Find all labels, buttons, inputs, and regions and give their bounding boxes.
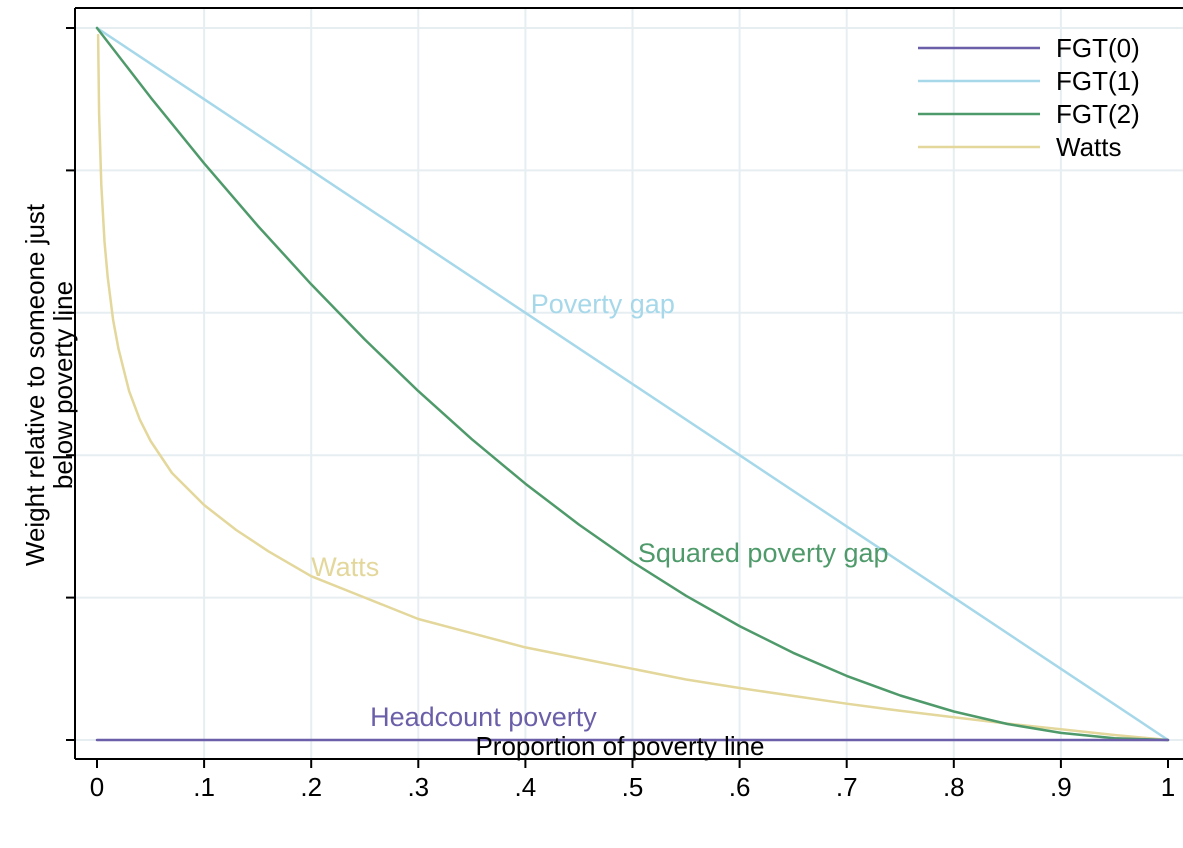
legend-label: FGT(2) — [1056, 99, 1140, 129]
annotation-poverty-gap: Poverty gap — [531, 289, 675, 319]
y-axis-title-line-2: below poverty line — [48, 281, 78, 489]
tick-labels: 0 .1 .2 .3 .4 .5 .6 .7 .8 .9 1 — [90, 772, 1175, 802]
series-line-fgt-2 — [95, 26, 1170, 742]
series-line-watts — [96, 33, 1170, 742]
grid-lines — [75, 8, 1183, 759]
x-tick-label: 1 — [1161, 772, 1175, 802]
legend-label: Watts — [1056, 132, 1121, 162]
x-tick-label: .9 — [1050, 772, 1072, 802]
legend-label: FGT(0) — [1056, 33, 1140, 63]
x-tick-label: .3 — [407, 772, 429, 802]
annotation-headcount-poverty: Headcount poverty — [370, 702, 597, 732]
y-axis-title: Weight relative to someone just below po… — [20, 203, 78, 566]
x-tick-label: .5 — [622, 772, 644, 802]
x-axis-title: Proportion of poverty line — [475, 731, 764, 761]
x-tick-label: .2 — [300, 772, 322, 802]
x-tick-label: 0 — [90, 772, 104, 802]
axes — [66, 7, 1183, 768]
legend-label: FGT(1) — [1056, 66, 1140, 96]
series-lines — [95, 26, 1170, 742]
x-tick-label: .4 — [515, 772, 537, 802]
y-axis-title-line-1: Weight relative to someone just — [20, 203, 50, 566]
x-tick-label: .1 — [193, 772, 215, 802]
series-line-fgt-1 — [95, 26, 1170, 742]
legend: FGT(0)FGT(1)FGT(2)Watts — [918, 33, 1140, 162]
annotation-watts: Watts — [311, 552, 379, 582]
x-tick-label: .6 — [729, 772, 751, 802]
x-tick-label: .8 — [943, 772, 965, 802]
annotations: Poverty gap Squared poverty gap Watts Headc… — [311, 289, 888, 732]
x-tick-label: .7 — [836, 772, 858, 802]
annotation-squared-poverty-gap: Squared poverty gap — [638, 538, 889, 568]
